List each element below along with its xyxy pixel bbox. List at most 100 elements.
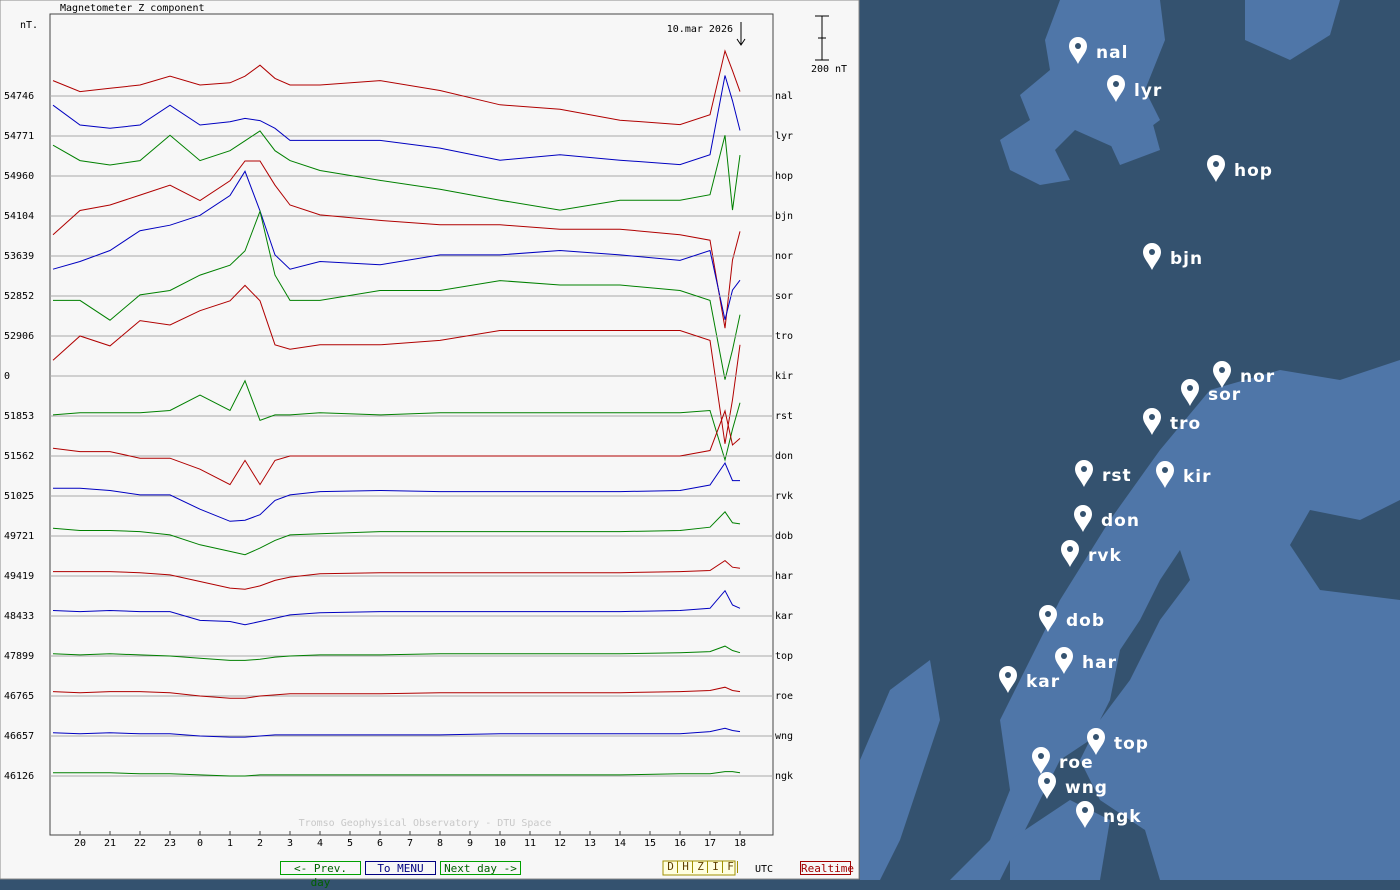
pin-hole: [1187, 385, 1193, 391]
station-label: roe: [775, 691, 793, 702]
baseline-label: 51562: [4, 451, 34, 462]
baseline-label: 46765: [4, 691, 34, 702]
next-day-button[interactable]: Next day ->: [440, 861, 521, 875]
map-station-label: rst: [1102, 466, 1132, 486]
date-arrowhead: [736, 38, 746, 46]
component-link[interactable]: D: [664, 861, 678, 873]
baseline-label: 0: [4, 371, 10, 382]
pin-hole: [1067, 546, 1073, 552]
station-label: nal: [775, 91, 793, 102]
station-label: kir: [775, 371, 793, 382]
pin-hole: [1044, 778, 1050, 784]
x-tick-label: 18: [734, 838, 746, 849]
x-tick-label: 6: [377, 838, 383, 849]
map-station-label: har: [1082, 653, 1117, 673]
station-label: hop: [775, 171, 793, 182]
station-label: tro: [775, 331, 793, 342]
station-label: don: [775, 451, 793, 462]
map-station-label: don: [1101, 511, 1140, 531]
britain: [860, 660, 940, 880]
pin-hole: [1219, 367, 1225, 373]
station-trace: [52, 379, 741, 462]
map-station-label: nal: [1096, 43, 1128, 63]
x-tick-label: 14: [614, 838, 626, 849]
station-trace: [52, 284, 741, 444]
station-trace: [52, 170, 741, 320]
y-unit: nT.: [20, 20, 38, 31]
station-label: dob: [775, 531, 793, 542]
map-station-label: nor: [1240, 367, 1275, 387]
baseline-label: 53639: [4, 251, 34, 262]
station-pin: [1075, 460, 1093, 487]
x-tick-label: 3: [287, 838, 293, 849]
map-station-label: sor: [1208, 385, 1241, 405]
station-label: kar: [775, 611, 793, 622]
pin-hole: [1061, 653, 1067, 659]
credit: Tromso Geophysical Observatory - DTU Spa…: [299, 818, 552, 829]
baseline-label: 46657: [4, 731, 34, 742]
map-station-label: hop: [1234, 161, 1273, 181]
map-station-label: bjn: [1170, 249, 1203, 269]
component-box: [662, 860, 736, 876]
baseline-label: 52852: [4, 291, 34, 302]
scale-bar-label: 200 nT: [811, 64, 847, 75]
pin-hole: [1075, 43, 1081, 49]
x-tick-label: 8: [437, 838, 443, 849]
x-tick-label: 20: [74, 838, 86, 849]
prev-day-button[interactable]: <- Prev. day: [280, 861, 361, 889]
pin-hole: [1080, 511, 1086, 517]
station-label: sor: [775, 291, 793, 302]
x-axis-label: UTC: [755, 864, 773, 875]
pin-hole: [1045, 611, 1051, 617]
x-tick-label: 1: [227, 838, 233, 849]
pin-hole: [1162, 467, 1168, 473]
station-pin: [1039, 605, 1057, 632]
station-pin: [1107, 75, 1125, 102]
island: [1245, 0, 1340, 60]
x-tick-label: 4: [317, 838, 323, 849]
station-pin: [1055, 647, 1073, 674]
baseline-label: 54771: [4, 131, 34, 142]
station-pin: [1087, 728, 1105, 755]
component-link[interactable]: H: [679, 861, 693, 873]
pin-hole: [1149, 249, 1155, 255]
station-trace: [52, 686, 741, 699]
station-pin: [1032, 747, 1050, 774]
station-trace: [53, 209, 741, 380]
station-label: har: [775, 571, 793, 582]
station-trace: [53, 461, 740, 522]
realtime-button[interactable]: Realtime: [800, 861, 854, 875]
chart-panel: Magnetometer Z component nT. 10.mar 2026…: [0, 0, 860, 880]
station-trace: [52, 160, 741, 329]
x-tick-label: 15: [644, 838, 656, 849]
scandinavia: [950, 360, 1400, 880]
pin-hole: [1213, 161, 1219, 167]
pin-hole: [1082, 807, 1088, 813]
baseline-label: 52906: [4, 331, 34, 342]
plot-area: [49, 13, 774, 836]
baseline-label: 49721: [4, 531, 34, 542]
baseline-label: 51025: [4, 491, 34, 502]
component-link[interactable]: Z: [694, 861, 708, 873]
station-label: ngk: [775, 771, 793, 782]
pin-hole: [1038, 753, 1044, 759]
x-tick-label: 21: [104, 838, 116, 849]
x-tick-label: 2: [257, 838, 263, 849]
x-tick-label: 12: [554, 838, 566, 849]
menu-button[interactable]: To MENU: [365, 861, 436, 875]
map-station-label: dob: [1066, 611, 1105, 631]
station-trace: [53, 559, 741, 590]
x-tick-label: 22: [134, 838, 146, 849]
station-trace: [52, 645, 741, 661]
station-label: top: [775, 651, 793, 662]
pin-hole: [1093, 734, 1099, 740]
component-link[interactable]: F: [724, 861, 738, 873]
station-label: rst: [775, 411, 793, 422]
component-link[interactable]: I: [709, 861, 723, 873]
baseline-label: 49419: [4, 571, 34, 582]
station-pin: [1074, 505, 1092, 532]
pin-hole: [1005, 672, 1011, 678]
map-station-label: wng: [1065, 778, 1108, 798]
